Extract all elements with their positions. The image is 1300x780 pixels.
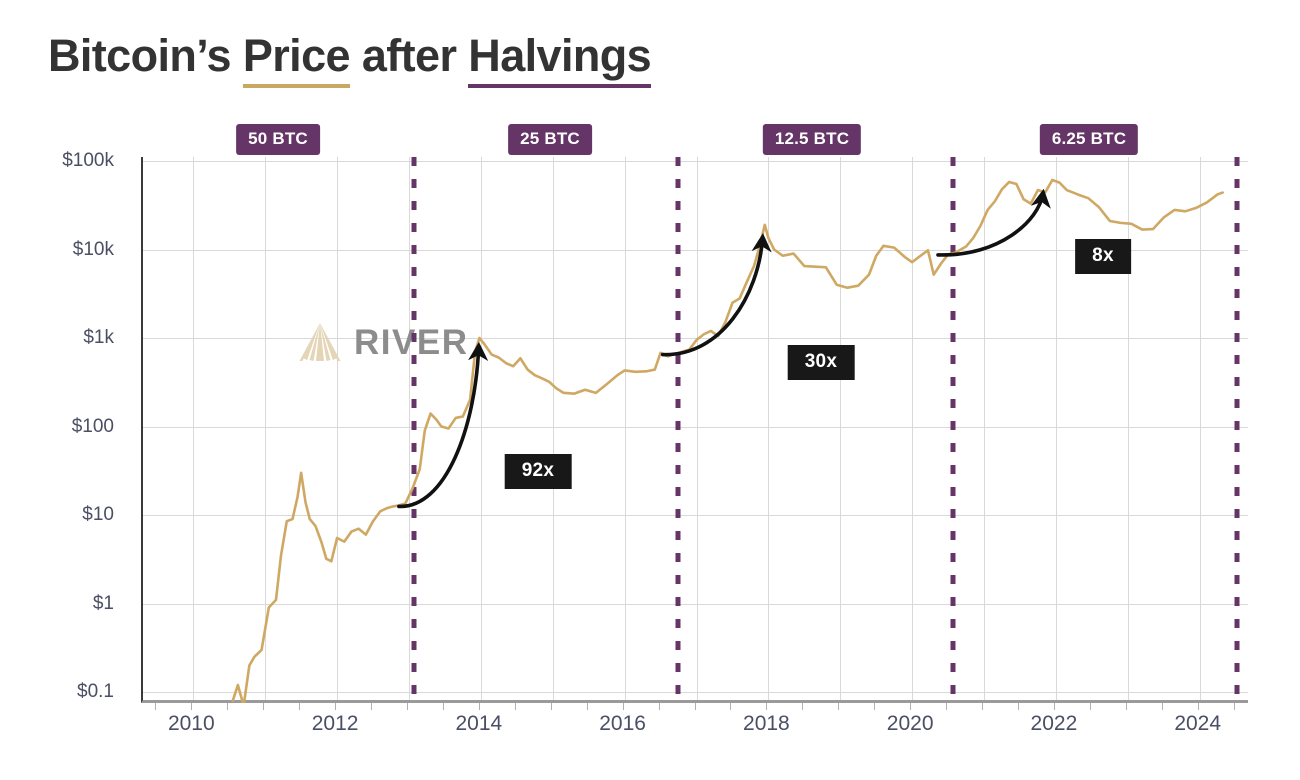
growth-arrows <box>397 188 1051 509</box>
x-axis-tick <box>299 703 301 710</box>
x-axis-tick <box>478 703 480 710</box>
x-axis-tick <box>227 703 229 710</box>
x-axis-tick-label: 2022 <box>1030 712 1078 735</box>
growth-arrow <box>936 188 1051 257</box>
x-axis-tick <box>1161 703 1163 710</box>
halving-era-badge: 50 BTC <box>236 124 320 155</box>
halving-dashed-lines <box>411 157 1240 695</box>
river-fan-icon <box>298 321 342 365</box>
x-axis-tick-label: 2020 <box>886 712 934 735</box>
x-axis-tick <box>658 703 660 710</box>
multiplier-badge: 92x <box>504 454 572 489</box>
x-axis-tick-label: 2010 <box>167 712 215 735</box>
x-axis-tick <box>946 703 948 710</box>
chart-canvas <box>231 157 1240 703</box>
growth-arrow <box>660 233 772 357</box>
y-axis-tick-label: $1k <box>83 327 114 348</box>
river-logo: RIVER <box>298 321 468 365</box>
river-wordmark: RIVER <box>354 323 469 362</box>
y-axis-tick-label: $10k <box>72 238 114 260</box>
page-title: Bitcoin’s Price after Halvings <box>48 30 652 88</box>
x-axis-tick <box>694 703 696 710</box>
x-axis-tick <box>1125 703 1127 710</box>
growth-arrow <box>397 341 489 509</box>
x-axis-tick <box>514 703 516 710</box>
title-halvings-underlined: Halvings <box>468 30 652 88</box>
x-axis-tick-label: 2016 <box>599 712 646 735</box>
halving-era-badge: 12.5 BTC <box>762 124 862 155</box>
y-axis-tick-label: $1 <box>92 592 114 614</box>
x-axis-tick <box>1017 703 1019 710</box>
x-axis-tick-label: 2014 <box>455 712 503 735</box>
x-axis-tick <box>442 703 444 710</box>
x-axis-tick <box>550 703 552 710</box>
x-axis-tick-label: 2018 <box>743 712 790 735</box>
x-axis-tick <box>263 703 265 710</box>
x-axis-tick-label: 2012 <box>311 712 359 735</box>
y-axis-tick-label: $100 <box>71 415 114 437</box>
x-axis-tick <box>766 703 768 710</box>
x-axis-tick <box>802 703 804 710</box>
x-axis-tick <box>1233 703 1235 710</box>
multiplier-badge: 8x <box>1075 239 1131 274</box>
x-axis-tick <box>874 703 876 710</box>
multiplier-badge: 30x <box>787 345 855 380</box>
y-axis-tick-label: $0.1 <box>77 681 114 702</box>
x-axis-tick <box>622 703 624 710</box>
x-axis-tick <box>910 703 912 710</box>
halving-era-badge: 6.25 BTC <box>1039 124 1139 155</box>
x-axis-tick <box>1197 703 1199 710</box>
x-axis-tick <box>155 703 157 710</box>
x-axis-tick <box>1089 703 1091 710</box>
halving-era-badge: 25 BTC <box>508 124 592 155</box>
chart-plot-area: RIVER 92x 30x 8x <box>141 157 1248 703</box>
x-axis-tick <box>730 703 732 710</box>
x-axis-tick <box>982 703 984 710</box>
x-axis-tick <box>838 703 840 710</box>
x-axis-tick <box>371 703 373 710</box>
y-axis-tick-label: $10 <box>82 504 114 525</box>
title-part-3: after <box>349 30 469 81</box>
x-axis-tick <box>1053 703 1055 710</box>
x-axis-tick <box>586 703 588 710</box>
title-part-1: Bitcoin’s <box>48 30 243 81</box>
x-axis-tick <box>406 703 408 710</box>
x-axis-tick-label: 2024 <box>1174 712 1222 735</box>
x-axis-tick <box>191 703 193 710</box>
x-axis-tick <box>335 703 337 710</box>
y-axis-tick-label: $100k <box>62 150 114 171</box>
title-price-underlined: Price <box>242 30 351 88</box>
